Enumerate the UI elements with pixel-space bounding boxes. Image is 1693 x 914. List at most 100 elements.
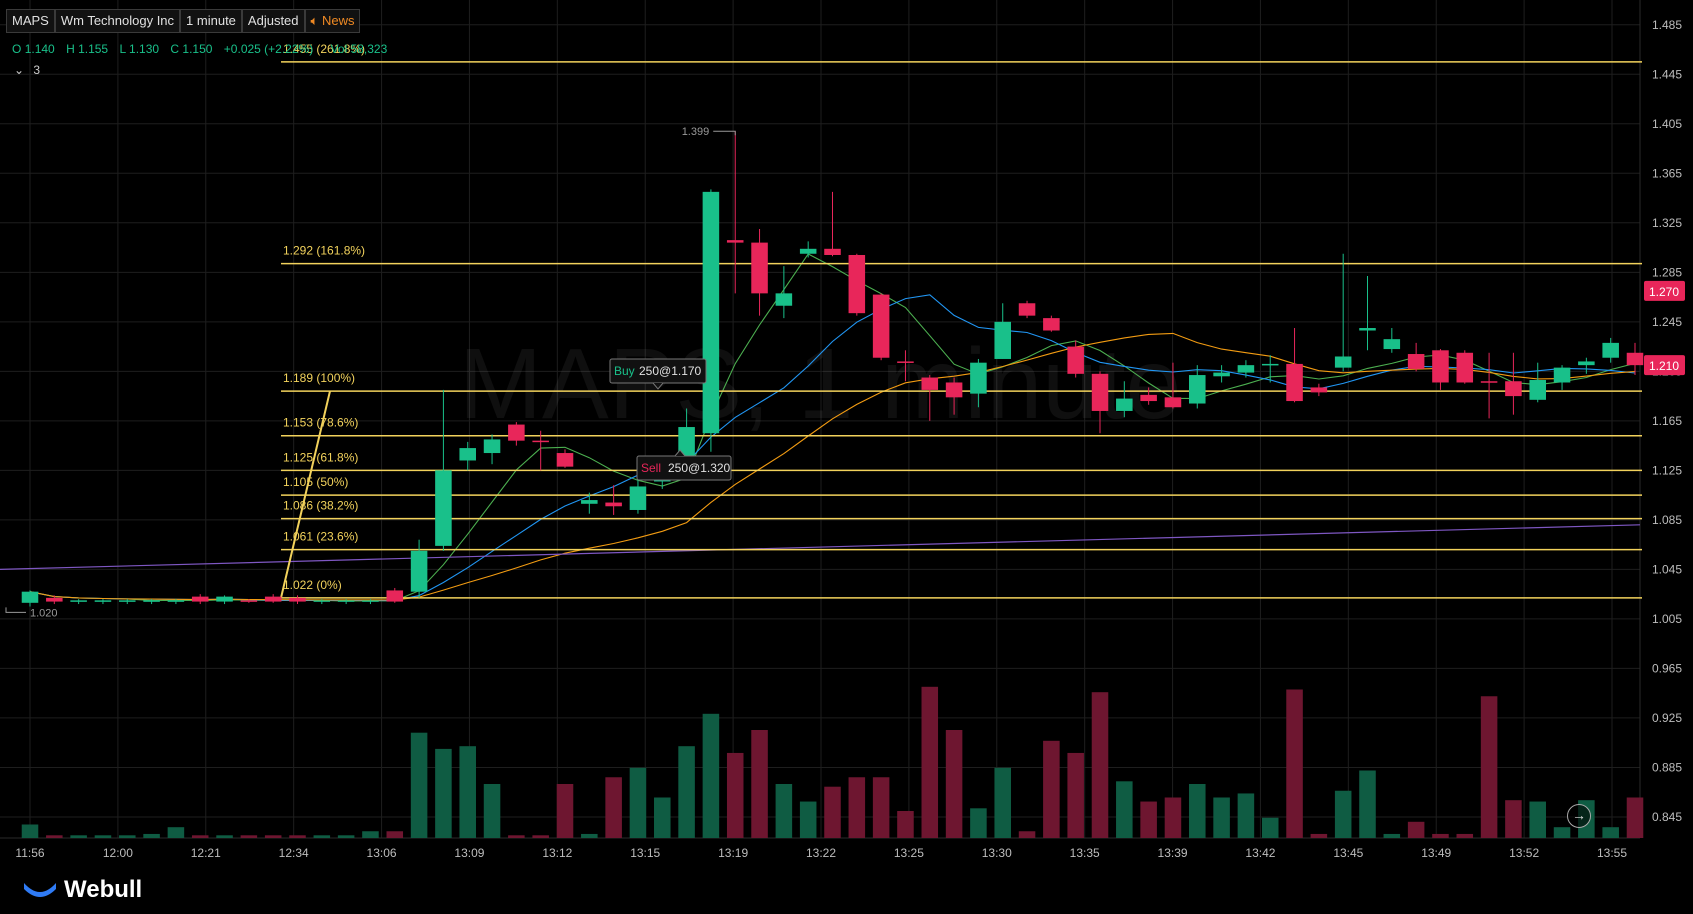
- candle-body: [702, 191, 720, 434]
- volume-bar: [483, 784, 501, 838]
- volume-bar: [1237, 793, 1255, 838]
- time-tick-14: 13:42: [1245, 846, 1275, 860]
- candle-body: [581, 500, 598, 504]
- price-tick-3: 1.365: [1652, 166, 1682, 180]
- time-tick-17: 13:52: [1509, 846, 1539, 860]
- fib-level-label-4: 1.125 (61.8%): [283, 450, 358, 464]
- time-tick-8: 13:19: [718, 846, 748, 860]
- volume-bar: [1067, 752, 1084, 838]
- candle-body: [1164, 397, 1182, 408]
- time-tick-10: 13:25: [894, 846, 924, 860]
- watermark: MAPS, 1 minute: [459, 328, 1182, 440]
- candles[interactable]: [21, 131, 1644, 607]
- time-tick-5: 13:09: [454, 846, 484, 860]
- time-tick-2: 12:21: [191, 846, 221, 860]
- volume-bar: [556, 784, 574, 838]
- candle-body: [824, 248, 841, 255]
- change-value: +0.025 (+2.22%): [223, 42, 314, 56]
- price-tick-4: 1.325: [1652, 216, 1682, 230]
- volume-bar: [848, 777, 866, 838]
- webull-logo-icon: [24, 883, 56, 897]
- volume-bar: [1140, 801, 1157, 838]
- volume-bar: [1553, 827, 1571, 838]
- candle-body: [216, 596, 233, 602]
- candle-body: [994, 321, 1011, 359]
- candle-body: [1432, 350, 1449, 383]
- indicator-toggle[interactable]: ⌄ 3: [14, 63, 40, 77]
- price-tick-5: 1.285: [1652, 265, 1682, 279]
- ma-long-line: [0, 524, 1641, 570]
- candle-body: [1578, 361, 1595, 366]
- volume-bar: [921, 686, 939, 838]
- volume-bar: [678, 746, 695, 838]
- volume-bar: [1505, 800, 1522, 838]
- order-tag-0-text: 250@1.170: [639, 364, 702, 378]
- high-low-markers: 1.399 1.020: [5, 126, 736, 619]
- adjust-selector[interactable]: Adjusted: [241, 9, 305, 33]
- volume-bar: [775, 784, 793, 838]
- volume-bar: [970, 808, 987, 838]
- high-marker-line: [713, 130, 736, 136]
- candle-body: [1018, 303, 1036, 316]
- volume-label: Vol: [330, 42, 348, 56]
- low-value: 1.130: [129, 42, 160, 56]
- candle-body: [1286, 363, 1303, 402]
- candle-body: [1237, 365, 1255, 373]
- volume-bar: [1383, 833, 1401, 838]
- candle-body: [410, 550, 428, 592]
- candle-body: [70, 600, 87, 602]
- candle-body: [313, 600, 331, 602]
- interval-selector[interactable]: 1 minute: [180, 9, 242, 33]
- price-tick-0: 1.485: [1652, 18, 1682, 32]
- symbol-label[interactable]: MAPS: [6, 9, 55, 33]
- news-button[interactable]: 🔈︎ News: [304, 9, 361, 33]
- volume-bar: [1456, 833, 1474, 838]
- candle-body: [119, 600, 136, 602]
- candle-body: [1456, 352, 1474, 383]
- price-tick-10: 1.085: [1652, 513, 1682, 527]
- webull-logo[interactable]: Webull: [22, 876, 142, 904]
- candle-body: [240, 600, 258, 602]
- price-tick-12: 1.005: [1652, 612, 1682, 626]
- candle-body: [1626, 352, 1644, 366]
- candle-body: [1213, 372, 1230, 377]
- volume-bar: [1310, 833, 1328, 838]
- scroll-to-latest-button[interactable]: →: [1567, 804, 1591, 828]
- fib-level-label-7: 1.292 (161.8%): [283, 244, 365, 258]
- volume-bar: [435, 748, 452, 838]
- volume-bar: [1164, 797, 1182, 838]
- volume-bar: [21, 824, 39, 838]
- order-tags[interactable]: Buy 250@1.170 Sell 250@1.320: [609, 358, 732, 481]
- arrow-right-icon: →: [1572, 807, 1586, 823]
- volume-value: 58,323: [350, 42, 388, 56]
- volume-bars: [21, 686, 1644, 838]
- high-marker-label: 1.399: [682, 126, 710, 138]
- time-tick-15: 13:45: [1333, 846, 1363, 860]
- price-tick-1: 1.445: [1652, 67, 1682, 81]
- chevron-down-icon: ⌄: [14, 63, 25, 77]
- price-axis[interactable]: 1.4851.4451.4051.3651.3251.2851.2451.205…: [1644, 18, 1685, 824]
- volume-bar: [605, 777, 622, 838]
- volume-bar: [313, 835, 331, 838]
- fibonacci-retracement[interactable]: 1.022 (0%) 1.061 (23.6%) 1.086 (38.2%) 1.10…: [280, 42, 1642, 599]
- volume-bar: [1407, 821, 1425, 838]
- time-tick-1: 12:00: [103, 846, 133, 860]
- time-axis[interactable]: 11:56 12:00 12:21 12:34 13:06 13:09 13:12 13:15…: [15, 846, 1627, 860]
- price-label-1-box: [1644, 355, 1685, 376]
- time-tick-6: 13:12: [542, 846, 572, 860]
- volume-bar: [1189, 784, 1206, 838]
- candle-body: [362, 600, 379, 602]
- candle-body: [264, 596, 282, 602]
- volume-bar: [751, 730, 768, 838]
- candle-body: [94, 600, 112, 602]
- candle-body: [1334, 356, 1352, 368]
- price-label-0: 1.270: [1649, 285, 1679, 299]
- candle-body: [435, 470, 452, 546]
- volume-bar: [362, 831, 379, 838]
- open-label: O: [12, 42, 22, 56]
- low-marker-line: [5, 607, 26, 613]
- candle-body: [289, 597, 306, 602]
- volume-bar: [799, 801, 817, 838]
- volume-bar: [1261, 817, 1279, 838]
